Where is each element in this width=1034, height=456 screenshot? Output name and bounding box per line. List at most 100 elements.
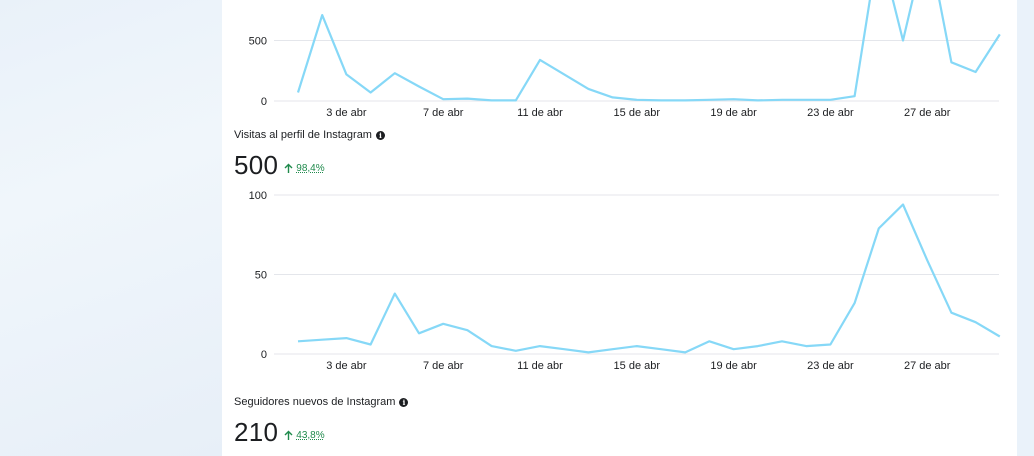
data-point[interactable] bbox=[610, 346, 616, 352]
data-point[interactable] bbox=[416, 83, 422, 89]
data-point[interactable] bbox=[973, 69, 979, 75]
x-tick-label: 15 de abr bbox=[614, 107, 661, 119]
x-tick-label: 7 de abr bbox=[423, 107, 464, 119]
x-tick-label: 19 de abr bbox=[710, 360, 757, 372]
metric-value-new-followers: 210 43,8% bbox=[234, 417, 325, 448]
data-point[interactable] bbox=[440, 96, 446, 102]
x-tick-label: 27 de abr bbox=[904, 360, 951, 372]
data-point[interactable] bbox=[997, 31, 1003, 37]
data-point[interactable] bbox=[827, 97, 833, 103]
data-point[interactable] bbox=[755, 343, 761, 349]
y-tick-label: 0 bbox=[261, 96, 267, 108]
data-point[interactable] bbox=[561, 346, 567, 352]
x-tick-label: 23 de abr bbox=[807, 360, 854, 372]
y-tick-label: 500 bbox=[249, 36, 267, 48]
data-point[interactable] bbox=[827, 341, 833, 347]
data-point[interactable] bbox=[900, 202, 906, 208]
metric-title-text: Seguidores nuevos de Instagram bbox=[234, 396, 396, 408]
x-tick-label: 27 de abr bbox=[904, 107, 951, 119]
data-point[interactable] bbox=[561, 71, 567, 77]
data-point[interactable] bbox=[537, 343, 543, 349]
data-point[interactable] bbox=[658, 97, 664, 103]
metric-change: 98,4% bbox=[284, 163, 325, 174]
data-point[interactable] bbox=[343, 335, 349, 341]
y-tick-label: 50 bbox=[255, 270, 267, 282]
right-background bbox=[1017, 0, 1034, 456]
data-point[interactable] bbox=[731, 96, 737, 102]
data-point[interactable] bbox=[755, 97, 761, 103]
data-point[interactable] bbox=[803, 343, 809, 349]
data-point[interactable] bbox=[368, 341, 374, 347]
arrow-up-icon bbox=[284, 430, 293, 440]
data-point[interactable] bbox=[948, 59, 954, 65]
data-point[interactable] bbox=[997, 334, 1003, 340]
y-tick-label: 0 bbox=[261, 349, 267, 361]
data-point[interactable] bbox=[464, 327, 470, 333]
metric-number: 210 bbox=[234, 417, 279, 447]
data-point[interactable] bbox=[513, 97, 519, 103]
series-line bbox=[296, 0, 1001, 102]
data-point[interactable] bbox=[803, 97, 809, 103]
data-point[interactable] bbox=[682, 349, 688, 355]
data-point[interactable] bbox=[900, 38, 906, 44]
data-point[interactable] bbox=[392, 291, 398, 297]
data-point[interactable] bbox=[852, 93, 858, 99]
metric-change-percent[interactable]: 43,8% bbox=[296, 430, 325, 441]
data-point[interactable] bbox=[343, 71, 349, 77]
metric-title-profile-visits: Visitas al perfil de Instagram i bbox=[234, 129, 385, 141]
data-point[interactable] bbox=[319, 12, 325, 18]
x-tick-label: 11 de abr bbox=[517, 360, 563, 372]
series-line bbox=[297, 203, 1001, 354]
data-point[interactable] bbox=[585, 86, 591, 92]
data-point[interactable] bbox=[682, 97, 688, 103]
x-tick-label: 11 de abr bbox=[517, 107, 563, 119]
data-point[interactable] bbox=[634, 97, 640, 103]
x-tick-label: 3 de abr bbox=[326, 107, 367, 119]
arrow-up-icon bbox=[284, 163, 293, 173]
data-point[interactable] bbox=[537, 57, 543, 63]
metric-change-percent[interactable]: 98,4% bbox=[296, 163, 325, 174]
data-point[interactable] bbox=[731, 346, 737, 352]
x-tick-label: 7 de abr bbox=[423, 360, 464, 372]
data-point[interactable] bbox=[440, 321, 446, 327]
data-point[interactable] bbox=[392, 70, 398, 76]
info-icon[interactable]: i bbox=[399, 397, 409, 407]
data-point[interactable] bbox=[513, 348, 519, 354]
data-point[interactable] bbox=[634, 343, 640, 349]
metric-change: 43,8% bbox=[284, 430, 325, 441]
data-point[interactable] bbox=[852, 300, 858, 306]
info-icon[interactable]: i bbox=[375, 130, 385, 140]
chart-profile-visits: 0 50 100 3 de abr 7 de abr 11 de abr 15 de abr… bbox=[249, 190, 1003, 372]
x-tick-label: 3 de abr bbox=[326, 360, 367, 372]
metric-title-new-followers: Seguidores nuevos de Instagram i bbox=[234, 396, 409, 408]
data-point[interactable] bbox=[610, 94, 616, 100]
data-point[interactable] bbox=[295, 90, 301, 96]
data-point[interactable] bbox=[464, 96, 470, 102]
data-point[interactable] bbox=[876, 225, 882, 231]
x-tick-label: 23 de abr bbox=[807, 107, 854, 119]
data-point[interactable] bbox=[973, 319, 979, 325]
data-point[interactable] bbox=[948, 310, 954, 316]
data-point[interactable] bbox=[295, 338, 301, 344]
data-point[interactable] bbox=[319, 337, 325, 343]
metric-number: 500 bbox=[234, 150, 279, 180]
data-point[interactable] bbox=[706, 338, 712, 344]
data-point[interactable] bbox=[779, 338, 785, 344]
x-tick-label: 15 de abr bbox=[614, 360, 661, 372]
left-background bbox=[0, 0, 222, 456]
data-point[interactable] bbox=[368, 90, 374, 96]
data-point[interactable] bbox=[585, 349, 591, 355]
data-point[interactable] bbox=[489, 343, 495, 349]
data-point[interactable] bbox=[658, 346, 664, 352]
y-tick-label: 100 bbox=[249, 190, 267, 202]
x-tick-label: 19 de abr bbox=[710, 107, 757, 119]
data-point[interactable] bbox=[489, 97, 495, 103]
data-point[interactable] bbox=[924, 257, 930, 263]
data-point[interactable] bbox=[779, 97, 785, 103]
data-point[interactable] bbox=[416, 330, 422, 336]
metric-value-profile-visits: 500 98,4% bbox=[234, 150, 325, 181]
metric-title-text: Visitas al perfil de Instagram bbox=[234, 129, 372, 141]
data-point[interactable] bbox=[706, 97, 712, 103]
